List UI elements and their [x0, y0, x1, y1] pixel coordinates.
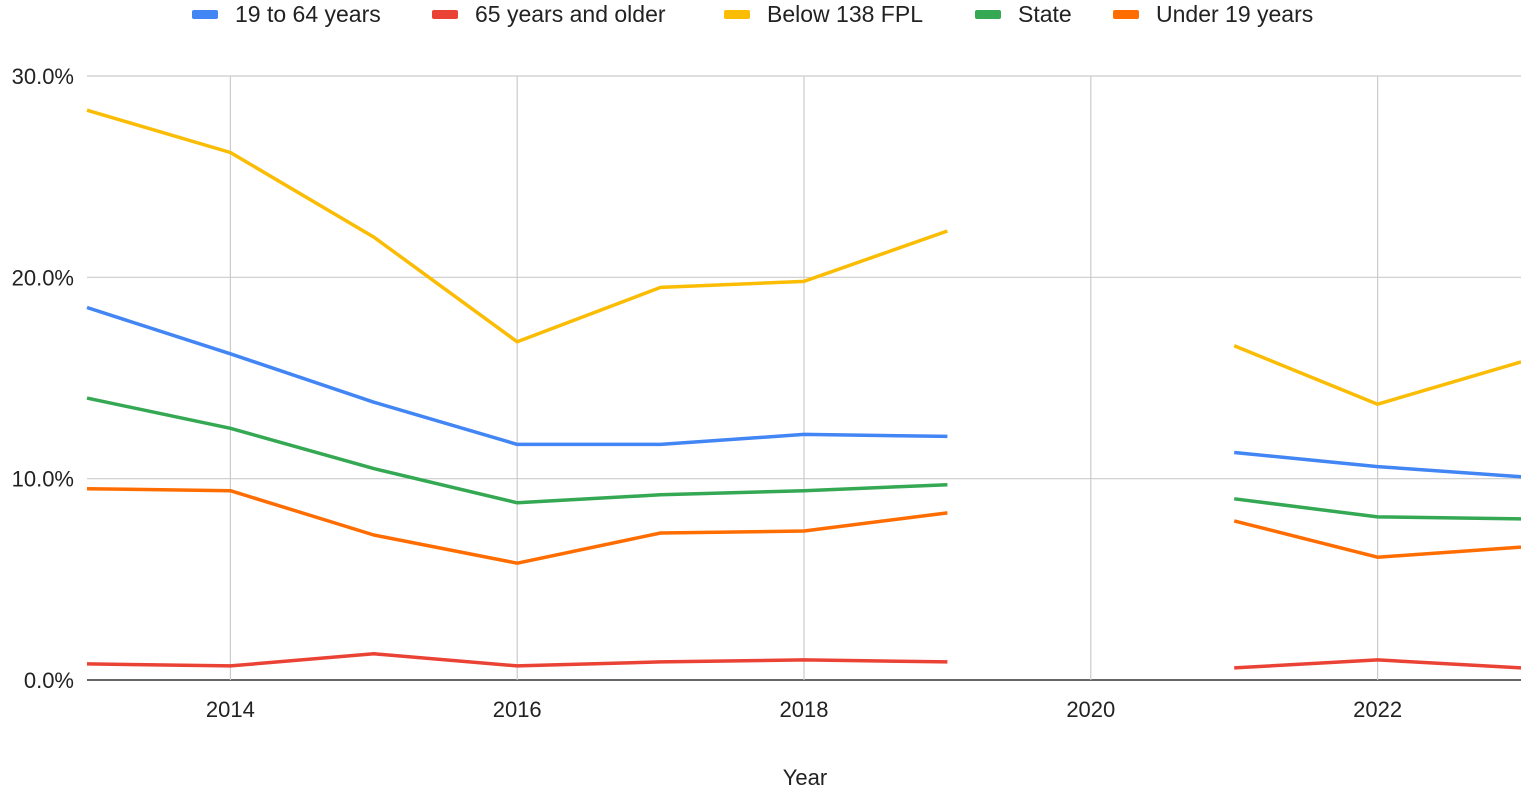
legend-label: Below 138 FPL — [767, 0, 923, 27]
grid-lines — [87, 75, 1521, 681]
legend-label: 65 years and older — [475, 0, 666, 27]
series-line-1[interactable] — [86, 652, 1521, 670]
legend-swatch-icon — [432, 9, 458, 19]
series-line-3[interactable] — [86, 396, 1521, 521]
x-tick-label: 2016 — [493, 697, 542, 722]
x-axis-ticks: 2014 2016 2018 2020 2022 — [206, 697, 1402, 722]
x-tick-label: 2022 — [1353, 697, 1402, 722]
legend-item-state[interactable]: State — [975, 0, 1072, 28]
series-lines — [86, 108, 1521, 670]
series-line-2[interactable] — [86, 108, 1521, 406]
y-axis-ticks: 0.0% 10.0% 20.0% 30.0% — [12, 64, 74, 693]
legend-label: 19 to 64 years — [235, 0, 381, 27]
series-line-4[interactable] — [86, 486, 1521, 565]
legend-item-under-19[interactable]: Under 19 years — [1113, 0, 1313, 28]
legend-item-below-138-fpl[interactable]: Below 138 FPL — [724, 0, 923, 28]
legend-swatch-icon — [192, 9, 218, 19]
legend: 19 to 64 years 65 years and older Below … — [0, 0, 1521, 28]
x-tick-label: 2014 — [206, 697, 255, 722]
y-tick-label: 20.0% — [12, 265, 74, 290]
x-tick-label: 2020 — [1066, 697, 1115, 722]
y-tick-label: 10.0% — [12, 467, 74, 492]
y-tick-label: 0.0% — [24, 668, 74, 693]
x-tick-label: 2018 — [780, 697, 829, 722]
legend-swatch-icon — [975, 9, 1001, 19]
legend-label: State — [1018, 0, 1072, 27]
legend-item-65-and-older[interactable]: 65 years and older — [432, 0, 666, 28]
y-tick-label: 30.0% — [12, 64, 74, 89]
legend-swatch-icon — [1113, 9, 1139, 19]
legend-item-19-to-64[interactable]: 19 to 64 years — [192, 0, 381, 28]
x-axis-title: Year — [783, 765, 827, 790]
series-line-0[interactable] — [86, 305, 1521, 479]
legend-label: Under 19 years — [1156, 0, 1314, 27]
legend-swatch-icon — [724, 9, 750, 19]
